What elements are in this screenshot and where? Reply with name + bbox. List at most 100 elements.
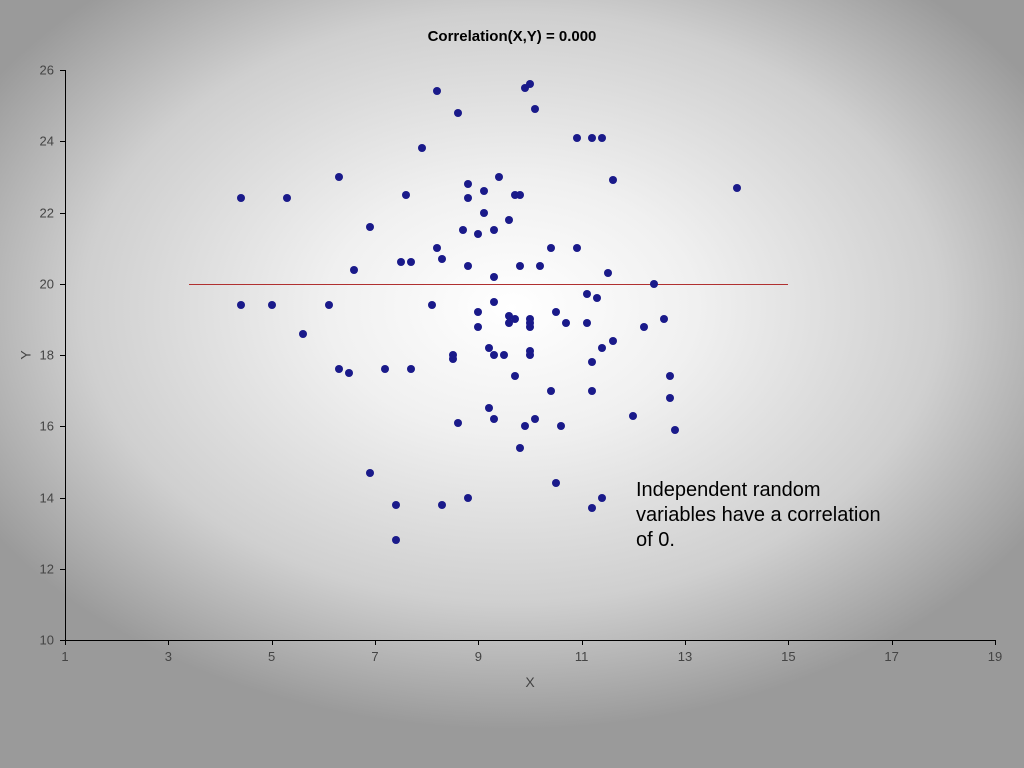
x-tick: [478, 640, 479, 645]
data-point: [511, 372, 519, 380]
data-point: [573, 134, 581, 142]
data-point: [666, 394, 674, 402]
x-tick: [582, 640, 583, 645]
data-point: [573, 244, 581, 252]
data-point: [526, 80, 534, 88]
data-point: [609, 337, 617, 345]
slide: Correlation(X,Y) = 0.000 135791113151719…: [0, 0, 1024, 768]
y-axis-label: Y: [18, 350, 34, 359]
x-tick: [685, 640, 686, 645]
data-point: [516, 262, 524, 270]
data-point: [433, 244, 441, 252]
data-point: [449, 355, 457, 363]
y-axis: [65, 70, 66, 640]
data-point: [609, 176, 617, 184]
data-point: [505, 216, 513, 224]
data-point: [459, 226, 467, 234]
data-point: [464, 494, 472, 502]
data-point: [407, 365, 415, 373]
x-tick-label: 17: [884, 649, 898, 664]
data-point: [485, 404, 493, 412]
regression-line: [189, 284, 788, 285]
data-point: [480, 187, 488, 195]
data-point: [495, 173, 503, 181]
data-point: [531, 105, 539, 113]
x-tick-label: 19: [988, 649, 1002, 664]
data-point: [588, 504, 596, 512]
data-point: [366, 223, 374, 231]
y-tick-label: 10: [40, 633, 54, 648]
data-point: [500, 351, 508, 359]
data-point: [536, 262, 544, 270]
data-point: [464, 262, 472, 270]
data-point: [598, 344, 606, 352]
y-tick: [60, 640, 65, 641]
data-point: [598, 134, 606, 142]
data-point: [511, 315, 519, 323]
data-point: [335, 173, 343, 181]
data-point: [531, 415, 539, 423]
data-point: [490, 351, 498, 359]
data-point: [547, 387, 555, 395]
data-point: [283, 194, 291, 202]
data-point: [474, 230, 482, 238]
y-tick: [60, 213, 65, 214]
x-tick: [788, 640, 789, 645]
data-point: [521, 422, 529, 430]
data-point: [604, 269, 612, 277]
data-point: [407, 258, 415, 266]
data-point: [454, 109, 462, 117]
data-point: [335, 365, 343, 373]
data-point: [547, 244, 555, 252]
x-tick: [65, 640, 66, 645]
x-axis: [65, 640, 995, 641]
x-tick: [995, 640, 996, 645]
data-point: [454, 419, 462, 427]
data-point: [490, 415, 498, 423]
x-tick-label: 9: [475, 649, 482, 664]
data-point: [526, 323, 534, 331]
data-point: [474, 323, 482, 331]
y-tick-label: 16: [40, 419, 54, 434]
x-tick-label: 5: [268, 649, 275, 664]
data-point: [516, 191, 524, 199]
y-tick-label: 20: [40, 276, 54, 291]
y-tick-label: 24: [40, 134, 54, 149]
data-point: [350, 266, 358, 274]
y-tick: [60, 426, 65, 427]
scatter-chart: 135791113151719101214161820222426XY: [65, 70, 995, 640]
y-tick: [60, 141, 65, 142]
data-point: [640, 323, 648, 331]
x-tick-label: 13: [678, 649, 692, 664]
data-point: [433, 87, 441, 95]
data-point: [490, 273, 498, 281]
data-point: [593, 294, 601, 302]
x-tick-label: 7: [371, 649, 378, 664]
data-point: [666, 372, 674, 380]
data-point: [381, 365, 389, 373]
y-tick-label: 18: [40, 348, 54, 363]
data-point: [268, 301, 276, 309]
data-point: [490, 298, 498, 306]
data-point: [397, 258, 405, 266]
data-point: [733, 184, 741, 192]
data-point: [237, 194, 245, 202]
y-tick-label: 14: [40, 490, 54, 505]
data-point: [629, 412, 637, 420]
y-tick: [60, 284, 65, 285]
data-point: [650, 280, 658, 288]
y-tick: [60, 355, 65, 356]
data-point: [552, 308, 560, 316]
y-tick-label: 12: [40, 561, 54, 576]
y-tick: [60, 70, 65, 71]
data-point: [392, 536, 400, 544]
data-point: [402, 191, 410, 199]
data-point: [588, 358, 596, 366]
x-tick-label: 11: [575, 649, 589, 664]
data-point: [598, 494, 606, 502]
data-point: [438, 501, 446, 509]
y-tick: [60, 569, 65, 570]
data-point: [562, 319, 570, 327]
x-tick: [375, 640, 376, 645]
y-tick-label: 22: [40, 205, 54, 220]
